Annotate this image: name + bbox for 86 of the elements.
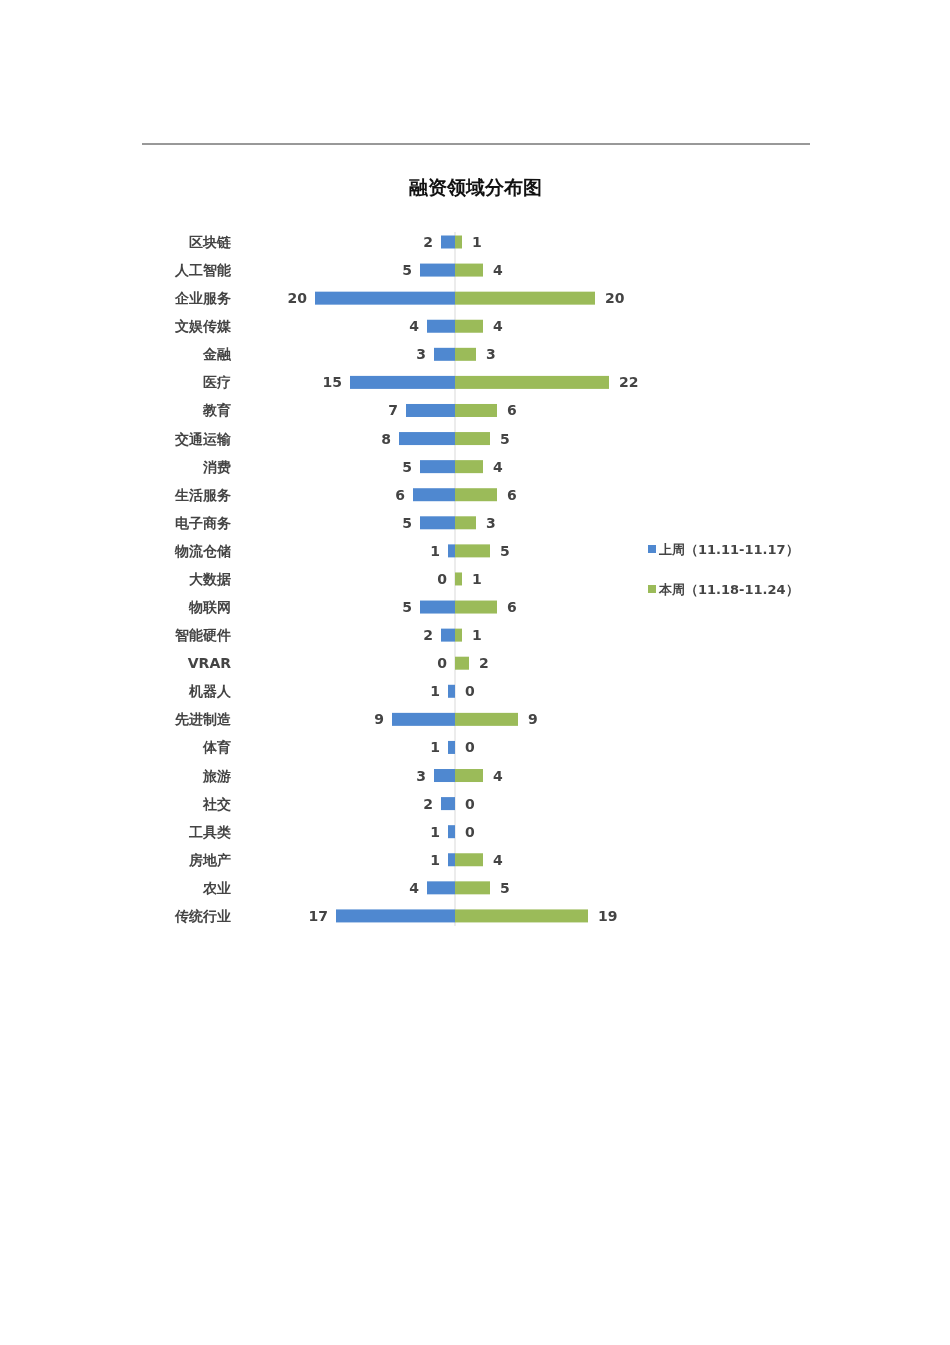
- y-tick-label: 房地产: [188, 851, 231, 868]
- y-tick-label: 医疗: [203, 374, 231, 391]
- data-label: 0: [465, 739, 475, 756]
- data-label: 2: [423, 234, 433, 250]
- y-tick-label: 物流仓储: [174, 542, 231, 559]
- data-label: 6: [507, 599, 517, 616]
- y-tick-label: 大数据: [189, 570, 231, 587]
- data-label: 4: [409, 879, 420, 896]
- y-tick-label: VRAR: [187, 655, 232, 672]
- data-label: 1: [430, 739, 440, 756]
- y-tick-label: 人工智能: [174, 262, 232, 279]
- data-label: 4: [493, 262, 503, 279]
- y-tick-label: 教育: [202, 402, 231, 419]
- y-tick-label: 金融: [202, 346, 232, 363]
- data-label: 3: [416, 346, 426, 363]
- data-label: 5: [402, 262, 412, 279]
- data-label: 5: [402, 599, 412, 616]
- bar: [448, 684, 455, 698]
- data-label: 5: [500, 542, 510, 559]
- bar: [455, 656, 469, 670]
- y-tick-label: 消费: [202, 458, 231, 475]
- data-label: 6: [395, 486, 405, 503]
- y-tick-label: 区块链: [189, 234, 232, 250]
- y-tick-label: 物联网: [188, 599, 231, 616]
- data-label: 4: [493, 767, 503, 784]
- data-label: 5: [402, 514, 412, 531]
- data-label: 1: [430, 683, 440, 700]
- data-label: 17: [308, 907, 328, 924]
- data-label: 4: [409, 318, 420, 335]
- data-label: 0: [437, 655, 448, 672]
- y-tick-label: 电子商务: [175, 514, 231, 531]
- y-tick-label: 交通运输: [174, 430, 232, 447]
- y-tick-label: 体育: [202, 739, 231, 756]
- y-tick-label: 先进制造: [174, 711, 232, 728]
- data-label: 1: [472, 627, 482, 644]
- data-label: 3: [416, 767, 426, 784]
- data-label: 2: [423, 795, 433, 812]
- data-label: 9: [528, 711, 538, 728]
- data-label: 1: [430, 542, 440, 559]
- y-tick-label: 传统行业: [174, 907, 231, 924]
- data-label: 6: [507, 486, 517, 503]
- bar: [448, 853, 455, 867]
- legend-label: 本周（11.18-11.24）: [658, 582, 799, 597]
- data-label: 1: [472, 570, 482, 587]
- data-label: 9: [374, 711, 384, 728]
- data-label: 0: [465, 683, 475, 700]
- y-tick-label: 生活服务: [174, 486, 231, 503]
- data-label: 3: [486, 514, 496, 531]
- y-tick-label: 旅游: [202, 767, 231, 784]
- bar: [441, 797, 455, 811]
- legend-label: 上周（11.11-11.17）: [658, 542, 799, 557]
- bar: [448, 544, 455, 558]
- data-label: 5: [402, 458, 412, 475]
- data-label: 5: [500, 430, 510, 447]
- bar: [448, 740, 455, 754]
- data-label: 20: [605, 290, 625, 307]
- data-label: 0: [465, 795, 475, 812]
- y-tick-label: 社交: [202, 795, 231, 812]
- data-label: 20: [287, 290, 308, 307]
- data-label: 4: [493, 318, 503, 335]
- data-label: 15: [322, 374, 342, 391]
- data-label: 4: [493, 851, 503, 868]
- y-tick-label: 农业: [202, 879, 231, 896]
- data-label: 6: [507, 402, 517, 419]
- data-label: 0: [465, 823, 475, 840]
- bar: [455, 572, 462, 586]
- data-label: 1: [472, 234, 482, 250]
- y-tick-label: 机器人: [188, 683, 232, 700]
- data-label: 2: [479, 655, 489, 672]
- data-label: 8: [381, 430, 391, 447]
- bar: [448, 825, 455, 839]
- data-label: 1: [430, 851, 440, 868]
- data-label: 3: [486, 346, 496, 363]
- data-label: 19: [598, 907, 618, 924]
- data-label: 7: [388, 402, 398, 419]
- y-tick-label: 工具类: [188, 823, 231, 840]
- y-tick-label: 企业服务: [174, 290, 231, 307]
- data-label: 5: [500, 879, 510, 896]
- data-label: 2: [423, 627, 433, 644]
- data-label: 22: [619, 374, 639, 391]
- y-tick-label: 文娱传媒: [174, 318, 232, 335]
- data-label: 4: [493, 458, 503, 475]
- data-label: 0: [437, 570, 448, 587]
- y-tick-label: 智能硬件: [174, 627, 231, 644]
- data-label: 1: [430, 823, 440, 840]
- chart-title: 融资领域分布图: [408, 176, 542, 198]
